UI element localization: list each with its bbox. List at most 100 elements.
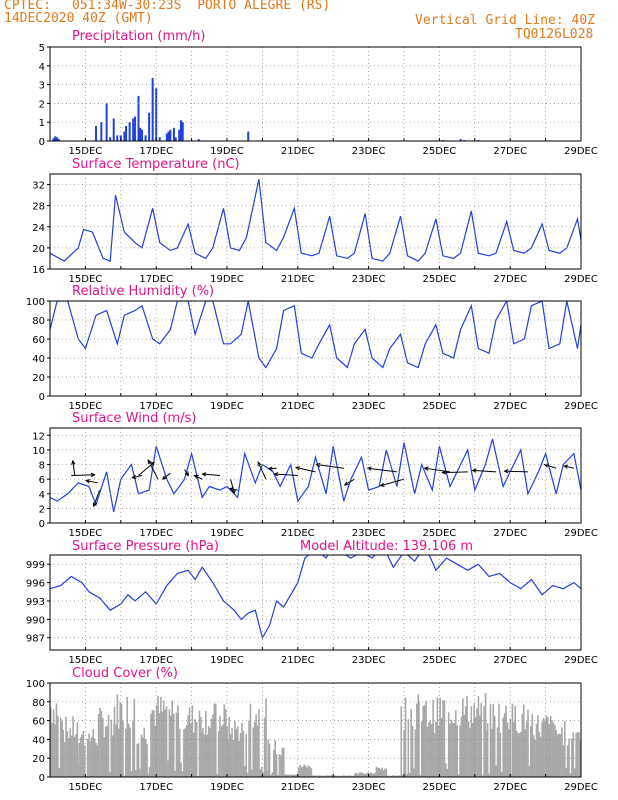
cloud-bar [267,739,269,777]
cloud-bar [505,705,507,777]
precip-bar [112,118,115,141]
cloud-bar [95,743,97,777]
cloud-bar [205,710,207,777]
cloud-bar [520,731,522,777]
cloud-bar [442,700,444,777]
cloud-bar [278,754,281,777]
cloud-bar [117,728,120,777]
cloud-bar [307,765,310,777]
cloud-bar [268,743,271,777]
x-tick-label: 27DEC [493,146,527,157]
cloud-bar [223,704,226,777]
cloud-bar [330,775,332,777]
wind-arrow-head [257,461,262,467]
cloud-bar [217,731,220,777]
cloud-bar [320,775,323,777]
cloud-bar [183,729,185,777]
cloud-bar [538,732,541,777]
cloud-bar [134,769,137,777]
cloud-bar [51,722,54,777]
cloud-bar [66,731,69,777]
y-tick-label: 0 [39,773,45,784]
cloud-bar [62,729,64,777]
x-tick-label: 19DEC [210,655,244,666]
cloud-bar [457,774,460,777]
cloud-bar [495,765,497,777]
series-line [50,555,581,640]
x-tick-label: 19DEC [210,146,244,157]
precip-bar [165,133,168,141]
cloud-bar [219,715,221,777]
cloud-bar [469,727,471,777]
cloud-bar [534,740,536,777]
cloud-bar [391,775,394,777]
wind-arrow [344,478,355,486]
y-tick-label: 28 [32,202,45,213]
cloud-bar [273,750,275,777]
cloud-bar [216,773,218,777]
wind-arrow-head [273,472,279,477]
panel-4: 987 990 993 996 999 15DEC 17DEC 19DEC 21DEC 23DEC… [26,539,598,666]
x-tick-label: 19DEC [210,782,244,793]
cloud-bar [416,703,418,777]
cloud-bar [155,705,158,777]
cloud-bar [535,723,538,777]
cloud-bar [187,715,189,777]
cloud-bar [146,744,148,777]
x-tick-label: 29DEC [564,655,598,666]
wind-arrow [86,480,98,484]
cloud-bar [151,709,154,777]
y-tick-label: 0 [39,392,45,403]
cloud-bar [69,728,72,777]
panel-title: Cloud Cover (%) [72,666,178,681]
cloud-bar [555,730,558,777]
cloud-bar [571,738,573,777]
cloud-bar [403,729,405,777]
cloud-bar [106,725,108,777]
cloud-bar [364,773,366,777]
x-tick-label: 21DEC [281,146,315,157]
y-tick-label: 5 [39,43,45,54]
wind-arrow [504,470,528,473]
cloud-bar [59,717,62,777]
cloud-bar [446,768,449,777]
cloud-bar [568,738,570,777]
cloud-bar [381,767,383,777]
cloud-bar [99,707,101,777]
cloud-bar [430,724,433,777]
cloud-bar [61,720,63,777]
wind-arrow-head [150,461,155,467]
cloud-bar [454,710,457,777]
cloud-bar [139,768,141,777]
wind-arrow [442,471,468,474]
cloud-bar [123,775,126,777]
y-tick-label: 10 [32,446,45,457]
cloud-bar [549,715,552,777]
wind-arrow [194,475,203,480]
x-tick-label: 23DEC [352,655,386,666]
cloud-bar [480,702,483,777]
cloud-bar [547,717,549,777]
cloud-bar [277,775,279,777]
cloud-bar [530,726,532,777]
cloud-bar [81,734,83,777]
cloud-bar [488,773,490,777]
cloud-bar [92,729,95,777]
wind-arrow-head [184,471,190,477]
x-tick-label: 27DEC [493,655,527,666]
cloud-bar [459,725,461,777]
cloud-bar [153,710,155,777]
precip-bar [56,137,59,141]
cloud-bar [358,772,361,777]
cloud-bar [500,772,503,777]
cloud-bar [126,697,129,777]
cloud-bar [290,774,293,777]
wind-arrow-head [543,463,549,468]
cloud-bar [331,775,334,777]
cloud-bar [443,700,446,777]
cloud-bar [545,715,548,777]
y-tick-label: 100 [26,297,45,308]
cloud-bar [483,706,485,777]
cloud-bar [127,723,130,777]
x-tick-label: 21DEC [281,528,315,539]
